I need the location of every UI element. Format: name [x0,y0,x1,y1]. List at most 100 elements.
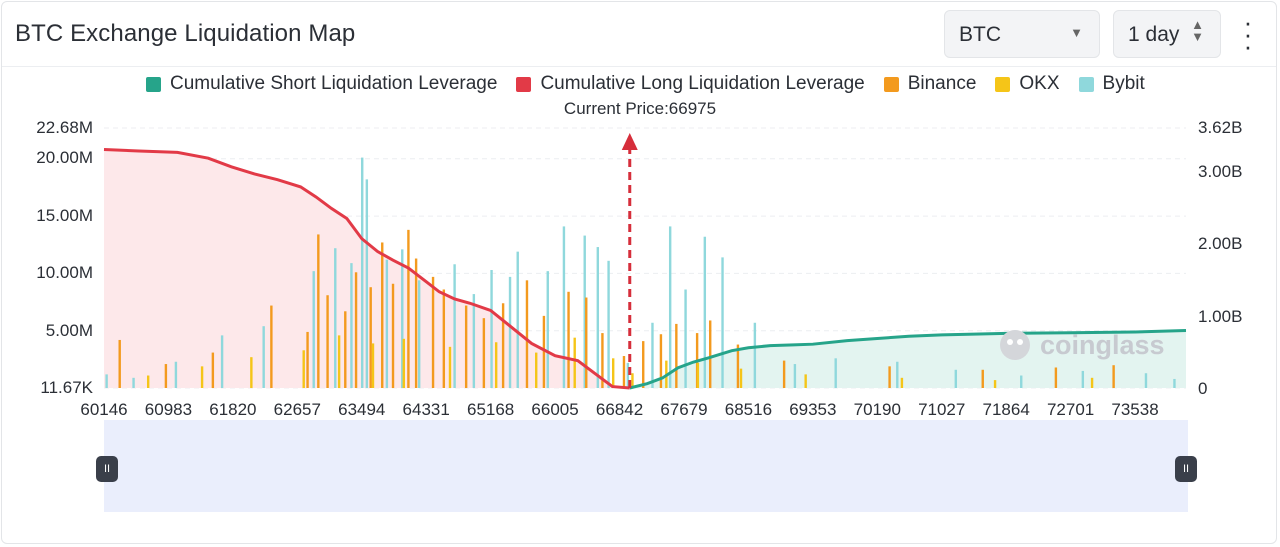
x-tick-label: 67679 [660,400,708,419]
bar-okx [337,335,341,388]
bar-bybit [721,257,724,388]
y-right-tick-label: 0 [1198,379,1208,398]
bar-okx [494,342,498,388]
bar-binance [585,297,588,388]
legend-label: Bybit [1102,73,1145,94]
x-tick-label: 65168 [466,400,515,419]
current-price-label: Current Price:66975 [563,99,717,118]
bar-binance [381,242,384,388]
legend-item-bybit[interactable]: Bybit [1078,73,1145,95]
bar-bybit [1173,378,1176,388]
bar-binance [482,318,486,388]
bar-binance [344,311,347,388]
card-header: BTC Exchange Liquidation Map BTC ▼ 1 day… [2,2,1276,67]
bar-bybit [490,269,493,388]
bar-bybit [703,236,707,388]
legend-swatch [883,76,899,92]
x-tick-label: 60146 [80,400,128,419]
coinglass-watermark: coinglass [998,328,1165,362]
bar-bybit [596,247,600,388]
legend-item-short[interactable]: Cumulative Short Liquidation Leverage [146,73,497,95]
bar-okx [146,375,150,388]
bar-binance [1054,367,1058,388]
bar-okx [402,338,405,388]
bar-binance [442,289,446,388]
bar-bybit [896,361,899,388]
x-tick-label: 63494 [338,400,386,419]
bar-bybit [132,377,135,388]
bar-bybit [508,276,512,388]
bar-binance [164,364,168,388]
coin-select-value: BTC [959,23,1001,46]
chart-legend: Cumulative Short Liquidation Leverage Cu… [146,73,1164,95]
legend-swatch [995,76,1011,92]
y-right-tick-label: 1.00B [1198,307,1243,326]
y-right-tick-label: 3.00B [1198,162,1243,181]
bar-okx [804,374,807,388]
legend-swatch [146,76,161,92]
bar-bybit [472,294,476,388]
range-navigator[interactable] [104,420,1188,512]
coin-select[interactable]: BTC ▼ [944,10,1100,58]
navigator-right-handle[interactable]: II [1175,456,1197,482]
more-vertical-icon[interactable]: · · · [1243,7,1253,61]
x-tick-label: 64331 [402,400,450,419]
bar-bybit [516,251,519,388]
watermark-text: coinglass [1040,329,1165,360]
bar-bybit [668,226,672,388]
x-tick-label: 71864 [982,400,1030,419]
bar-bybit [607,260,610,388]
arrow-up-icon [621,133,638,150]
bar-binance [414,258,418,388]
legend-item-long[interactable]: Cumulative Long Liquidation Leverage [516,73,865,95]
bar-binance [888,366,891,388]
bar-bybit [334,248,337,388]
bar-binance [306,331,309,388]
navigator-left-handle[interactable]: II [96,456,118,482]
bar-bybit [453,264,456,388]
y-left-tick-label: 20.00M [36,148,93,167]
x-tick-label: 66005 [531,400,579,419]
bar-bybit [105,374,108,388]
bar-bybit [753,322,757,388]
legend-label: Cumulative Short Liquidation Leverage [170,73,498,94]
bar-okx [448,346,452,388]
bar-binance [1112,365,1115,388]
chevron-down-icon: ▼ [1070,25,1083,40]
y-right-tick-label: 3.62B [1198,118,1243,137]
legend-label: OKX [1019,73,1060,94]
bar-bybit [651,322,654,388]
bar-binance [642,341,645,388]
bar-bybit [220,335,224,388]
bar-okx [900,377,904,388]
coinglass-logo-icon [1000,330,1030,360]
bar-binance [431,276,435,388]
y-left-tick-label: 15.00M [36,206,93,225]
x-tick-label: 68516 [724,400,773,419]
bar-binance [659,334,663,388]
bar-okx [1090,377,1094,388]
x-tick-label: 69353 [789,400,837,419]
bar-okx [612,358,615,388]
current-price-marker [621,133,638,388]
up-down-chevron-icon: ▲ ▼ [1191,17,1204,44]
legend-swatch [516,76,532,92]
bar-bybit [684,289,687,388]
bar-bybit [1020,375,1023,388]
bar-okx [696,362,700,388]
legend-item-binance[interactable]: Binance [883,73,977,95]
bar-binance [542,315,546,388]
bar-okx [250,357,253,388]
range-select[interactable]: 1 day ▲ ▼ [1113,10,1221,58]
chart-title: BTC Exchange Liquidation Map [15,20,356,47]
bar-bybit [417,280,421,388]
bar-binance [118,339,121,388]
bar-binance [369,287,372,388]
bar-binance [525,280,529,388]
legend-label: Binance [907,73,977,94]
legend-item-okx[interactable]: OKX [995,73,1060,95]
bar-binance [736,344,740,388]
bar-binance [501,303,505,388]
x-tick-label: 70190 [853,400,901,419]
